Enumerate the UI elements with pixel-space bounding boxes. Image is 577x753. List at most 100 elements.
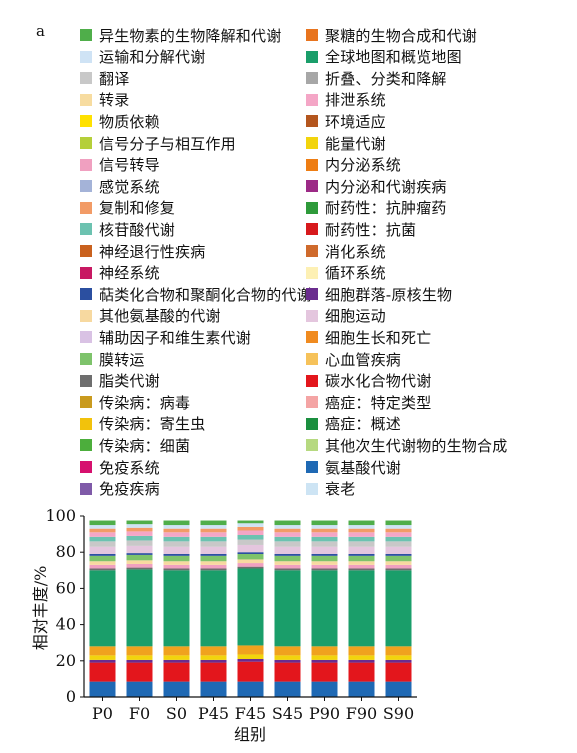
bar-segment [348, 570, 375, 647]
bar-segment [274, 520, 301, 526]
bar-segment [237, 526, 264, 531]
bar-segment [200, 532, 227, 537]
legend-item: 能量代谢 [306, 133, 386, 153]
legend-label: 感觉系统 [99, 177, 160, 196]
legend-item: 耐药性：抗肿瘤药 [306, 198, 447, 218]
bar-segment [385, 546, 412, 555]
bar-segment [163, 655, 190, 660]
bar-segment [89, 536, 116, 542]
bar-segment [200, 528, 227, 533]
bar-segment [237, 554, 264, 560]
bar-segment [348, 541, 375, 547]
legend-swatch [80, 158, 92, 171]
bar-segment [200, 525, 227, 529]
legend-label: 信号分子与相互作用 [99, 134, 236, 153]
bar-segment [200, 570, 227, 647]
legend-swatch [80, 396, 92, 409]
bar-segment [237, 559, 264, 564]
bar-segment [348, 646, 375, 656]
legend-item: 传染病：细菌 [80, 435, 190, 455]
legend-label: 运输和分解代谢 [99, 48, 206, 67]
y-axis-title: 相对丰度/% [31, 566, 50, 651]
legend-item: 感觉系统 [80, 176, 160, 196]
x-tick-label: P45 [198, 704, 229, 723]
legend-label: 内分泌和代谢疾病 [325, 177, 447, 196]
bar-segment [311, 536, 338, 542]
bar-segment [311, 532, 338, 537]
legend-item: 免疫疾病 [80, 479, 160, 499]
bar-segment [200, 681, 227, 697]
legend-swatch [306, 396, 318, 409]
bar-segment [348, 528, 375, 533]
bar-segment [385, 561, 412, 565]
bar-segment [311, 655, 338, 660]
bar-segment [163, 659, 190, 663]
legend-item: 运输和分解代谢 [80, 47, 205, 67]
legend-item: 排泄系统 [306, 90, 386, 110]
bar-segment [89, 655, 116, 660]
bar-segment [89, 525, 116, 529]
bar-segment [385, 520, 412, 526]
legend-item: 信号转导 [80, 155, 160, 175]
bar-segment [200, 536, 227, 542]
bar-segment [89, 681, 116, 697]
bar-segment [126, 563, 153, 568]
bar-segment [311, 659, 338, 663]
bar-segment [274, 646, 301, 656]
legend-label: 翻译 [99, 69, 130, 88]
legend-item: 脂类代谢 [80, 371, 160, 391]
panel-label: a [36, 22, 45, 40]
bar-segment [126, 681, 153, 697]
bar-segment [385, 568, 412, 571]
legend-swatch [306, 201, 318, 214]
legend-label: 排泄系统 [325, 91, 386, 110]
bar-segment [311, 681, 338, 697]
x-tick-label: S45 [272, 704, 303, 723]
legend-swatch [306, 72, 318, 85]
bar-segment [348, 532, 375, 537]
legend-swatch [80, 223, 92, 236]
bar-segment [163, 681, 190, 697]
bar-segment [89, 561, 116, 565]
bar-segment [274, 561, 301, 565]
legend-swatch [80, 461, 92, 473]
bar-segment [237, 530, 264, 536]
bar-segment [274, 546, 301, 555]
legend-swatch [306, 482, 318, 495]
legend-label: 异生物素的生物降解和代谢 [99, 26, 282, 45]
legend-swatch [80, 482, 92, 495]
bar-segment [126, 545, 153, 554]
legend-item: 细胞群落-原核生物 [306, 284, 452, 304]
legend-swatch [80, 180, 92, 193]
bar-segment [89, 532, 116, 537]
bar-segment [163, 546, 190, 555]
bar-segment [385, 570, 412, 647]
bar-segment [200, 646, 227, 656]
bar-segment [126, 659, 153, 663]
legend-swatch [306, 309, 318, 322]
bar-segment [237, 658, 264, 662]
legend-swatch [306, 223, 318, 236]
bar-segment [126, 540, 153, 546]
legend-swatch [306, 50, 318, 63]
bar-segment [385, 655, 412, 660]
bar-segment [274, 525, 301, 529]
x-tick-label: F0 [129, 704, 150, 723]
bar-segment [385, 532, 412, 537]
bar-segment [163, 555, 190, 562]
x-tick-label: P0 [92, 704, 113, 723]
x-tick-label: S0 [166, 704, 187, 723]
legend-label: 免疫疾病 [99, 480, 160, 499]
legend-item: 传染病：寄生虫 [80, 414, 205, 434]
legend-item: 萜类化合物和聚酮化合物的代谢 [80, 284, 312, 304]
bar-segment [274, 528, 301, 533]
bar-segment [237, 539, 264, 545]
bar-segment [89, 520, 116, 526]
legend-label: 传染病：细菌 [99, 436, 191, 455]
bar-segment [163, 528, 190, 533]
legend-item: 内分泌系统 [306, 155, 401, 175]
legend-item: 复制和修复 [80, 198, 175, 218]
bar-segment [348, 561, 375, 565]
bar-segment [385, 564, 412, 569]
bars-layer [89, 520, 412, 697]
